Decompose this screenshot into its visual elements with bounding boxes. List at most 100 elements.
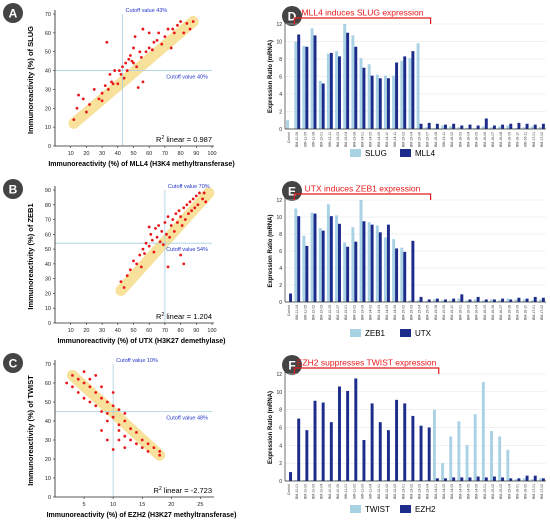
x-category-label: BM-14-09 [377,132,381,147]
y-tick-label: 12 [276,198,282,204]
data-point [147,225,151,229]
bar-light [457,127,461,129]
bar-light [490,299,493,302]
y-axis-label: Immunoreactivity (%) of TWIST [26,375,35,486]
bar-light [424,127,428,129]
svg-text:C: C [9,357,18,371]
bar-dark [492,299,496,302]
bar-light [367,222,371,302]
data-point [163,221,167,224]
data-point [132,259,135,263]
data-point [182,206,186,210]
data-point [97,97,101,101]
x-category-label: BM-11-02 [352,484,356,499]
x-category-label: BM-10-05 [328,484,332,499]
bar-light [457,298,461,302]
data-point [88,377,92,381]
x-category-label: BM-12-05 [328,305,332,320]
data-point [76,377,80,381]
y-tick-label: 10 [45,476,51,482]
data-point [171,218,175,221]
x-category-label: BM-17-02 [540,132,544,147]
data-point [111,404,115,408]
y-tick-label: 50 [45,400,51,406]
bar-light [481,382,485,481]
data-point [135,431,138,434]
svg-text:D: D [288,10,297,24]
bar-light [522,127,526,129]
data-point [168,235,172,239]
bar-light [351,35,355,129]
legend-swatch-dark [400,329,411,337]
legend-label-light: SLUG [365,149,387,158]
y-tick-label: 70 [45,362,51,368]
bar-dark [378,422,382,481]
y-tick-label: 2 [279,283,282,289]
x-category-label: BM-15-08 [434,305,438,320]
x-category-label: BM-15-11 [442,132,446,147]
x-category-label: BM-11-04 [369,484,373,499]
panel-badge-b: B [3,179,23,199]
y-tick-label: 10 [276,215,282,221]
bar-light [351,227,355,302]
x-category-label: BM-16-08 [507,305,511,320]
bar-light [359,200,363,302]
x-category-label: BM-13-02 [409,484,413,499]
x-category-label: BM-11-01 [344,484,348,499]
y-tick-label: 0 [48,495,51,501]
bar-dark [338,56,341,129]
bar-dark [297,216,301,302]
bar-light [530,126,534,129]
y-tick-label: 0 [279,127,282,133]
x-category-label: BM-11-05 [303,132,307,147]
bar-dark [460,477,464,481]
bar-dark [403,251,407,302]
x-category-label: BM-17-02 [540,484,544,499]
data-point [77,93,80,97]
bar-dark [427,427,431,481]
data-point [141,80,145,84]
x-category-label: BM-14-01 [360,132,364,147]
data-point [160,229,164,233]
data-point [191,197,195,201]
x-category-label: BM-16-01 [515,484,519,499]
legend-swatch-dark [400,149,411,157]
bar-light [465,300,469,302]
data-point [135,442,138,446]
data-point [165,232,168,236]
data-point [202,191,206,195]
data-point [138,50,142,54]
x-category-label: BM-12-02 [385,484,389,499]
data-point [149,232,153,236]
data-point [193,206,197,210]
legend-label-light: TWIST [365,505,390,514]
y-tick-label: 40 [45,69,51,75]
x-category-label: BM-10-06 [295,132,299,147]
bar-light [514,299,518,302]
x-category-label: BM-16-10 [515,132,519,147]
bar-light [400,60,404,129]
data-point [146,450,150,453]
bar-light [359,58,363,129]
bar-light [441,300,445,302]
x-tick-label: 100 [207,151,216,157]
x-category-label: BM-17-02 [540,305,544,320]
bar-dark [362,221,366,302]
bar-light [506,298,510,302]
bar-dark [492,125,496,129]
data-point [188,200,192,204]
data-point [94,404,98,408]
bar-light [384,237,387,302]
x-category-label: BM-16-06 [491,305,495,320]
bar-dark [468,124,472,129]
y-axis-label: Expression Ratio (mRNA) [268,40,274,113]
bar-dark [468,477,472,481]
bar-light [343,480,347,481]
data-point [185,22,189,25]
bar-dark [444,478,447,481]
bar-light [490,127,493,129]
bar-dark [346,32,350,129]
x-category-label: BM-15-08 [434,132,438,147]
data-point [172,229,176,233]
x-category-label: BM-15-07 [426,132,430,147]
